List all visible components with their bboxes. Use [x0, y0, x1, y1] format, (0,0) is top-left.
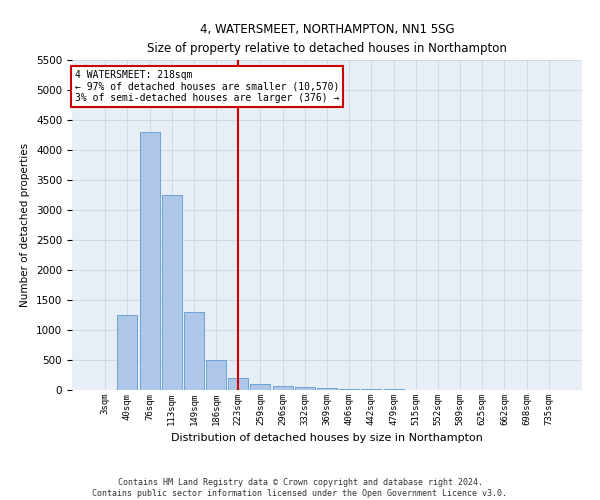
- Bar: [118, 315, 137, 390]
- Text: Contains HM Land Registry data © Crown copyright and database right 2024.
Contai: Contains HM Land Registry data © Crown c…: [92, 478, 508, 498]
- Y-axis label: Number of detached properties: Number of detached properties: [20, 143, 31, 307]
- Bar: [361, 389, 382, 390]
- Bar: [250, 384, 271, 390]
- Bar: [295, 387, 315, 390]
- Text: 4 WATERSMEET: 218sqm
← 97% of detached houses are smaller (10,570)
3% of semi-de: 4 WATERSMEET: 218sqm ← 97% of detached h…: [74, 70, 339, 103]
- Bar: [184, 312, 204, 390]
- Bar: [162, 195, 182, 390]
- Bar: [339, 389, 359, 390]
- Bar: [228, 378, 248, 390]
- Title: 4, WATERSMEET, NORTHAMPTON, NN1 5SG
Size of property relative to detached houses: 4, WATERSMEET, NORTHAMPTON, NN1 5SG Size…: [147, 22, 507, 54]
- Bar: [272, 386, 293, 390]
- X-axis label: Distribution of detached houses by size in Northampton: Distribution of detached houses by size …: [171, 434, 483, 444]
- Bar: [140, 132, 160, 390]
- Bar: [317, 388, 337, 390]
- Bar: [206, 360, 226, 390]
